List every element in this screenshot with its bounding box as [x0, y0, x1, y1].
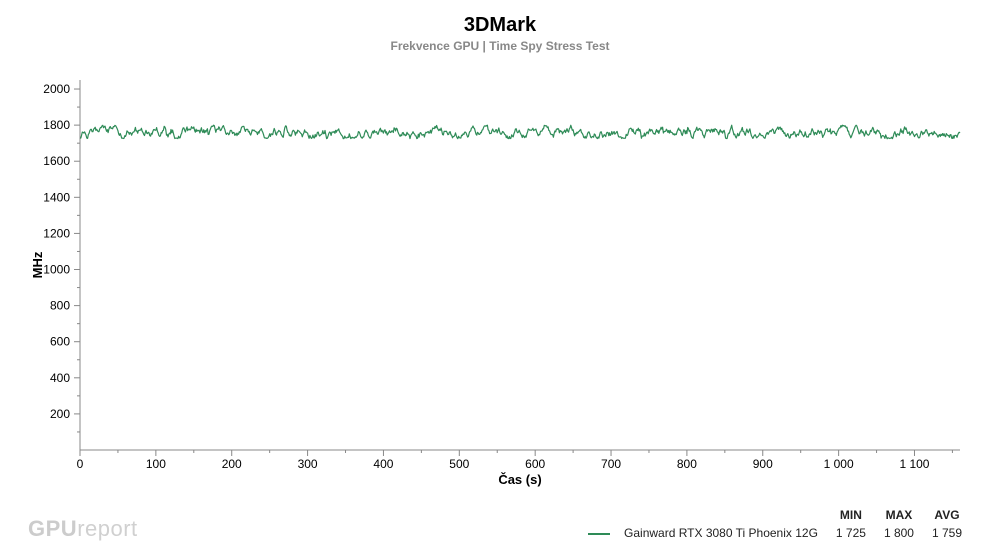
chart-title: 3DMark	[0, 0, 1000, 37]
svg-text:800: 800	[677, 457, 697, 471]
legend-swatch	[588, 529, 610, 539]
watermark: GPUreport	[28, 516, 138, 542]
legend-col-min: MIN	[828, 508, 874, 524]
chart-subtitle: Frekvence GPU | Time Spy Stress Test	[0, 39, 1000, 53]
svg-text:1800: 1800	[43, 118, 70, 132]
svg-text:200: 200	[222, 457, 242, 471]
svg-text:1400: 1400	[43, 190, 70, 204]
svg-text:600: 600	[525, 457, 545, 471]
watermark-light: report	[77, 516, 137, 541]
chart-svg: 2004006008001000120014001600180020000100…	[80, 80, 960, 450]
svg-text:700: 700	[601, 457, 621, 471]
footer: GPUreport MIN MAX AVG Gainward RTX 3080 …	[0, 504, 1000, 544]
legend-avg: 1 759	[924, 526, 970, 540]
svg-text:300: 300	[298, 457, 318, 471]
x-axis-label: Čas (s)	[80, 472, 960, 487]
svg-text:100: 100	[146, 457, 166, 471]
legend-series-name: Gainward RTX 3080 Ti Phoenix 12G	[620, 526, 826, 540]
svg-text:2000: 2000	[43, 82, 70, 96]
watermark-strong: GPU	[28, 516, 77, 541]
svg-text:600: 600	[50, 335, 70, 349]
svg-text:200: 200	[50, 407, 70, 421]
svg-text:1600: 1600	[43, 154, 70, 168]
svg-text:500: 500	[449, 457, 469, 471]
svg-text:1 100: 1 100	[899, 457, 929, 471]
legend-min: 1 725	[828, 526, 874, 540]
legend-col-max: MAX	[876, 508, 922, 524]
legend-table: MIN MAX AVG Gainward RTX 3080 Ti Phoenix…	[578, 506, 972, 542]
svg-text:400: 400	[50, 371, 70, 385]
svg-text:800: 800	[50, 299, 70, 313]
legend-col-avg: AVG	[924, 508, 970, 524]
svg-text:1000: 1000	[43, 263, 70, 277]
legend-row: Gainward RTX 3080 Ti Phoenix 12G 1 725 1…	[580, 526, 970, 540]
svg-text:0: 0	[77, 457, 84, 471]
svg-text:1200: 1200	[43, 226, 70, 240]
svg-text:1 000: 1 000	[824, 457, 854, 471]
svg-text:400: 400	[373, 457, 393, 471]
svg-text:900: 900	[753, 457, 773, 471]
legend-max: 1 800	[876, 526, 922, 540]
chart-plot-area: 2004006008001000120014001600180020000100…	[80, 80, 960, 450]
